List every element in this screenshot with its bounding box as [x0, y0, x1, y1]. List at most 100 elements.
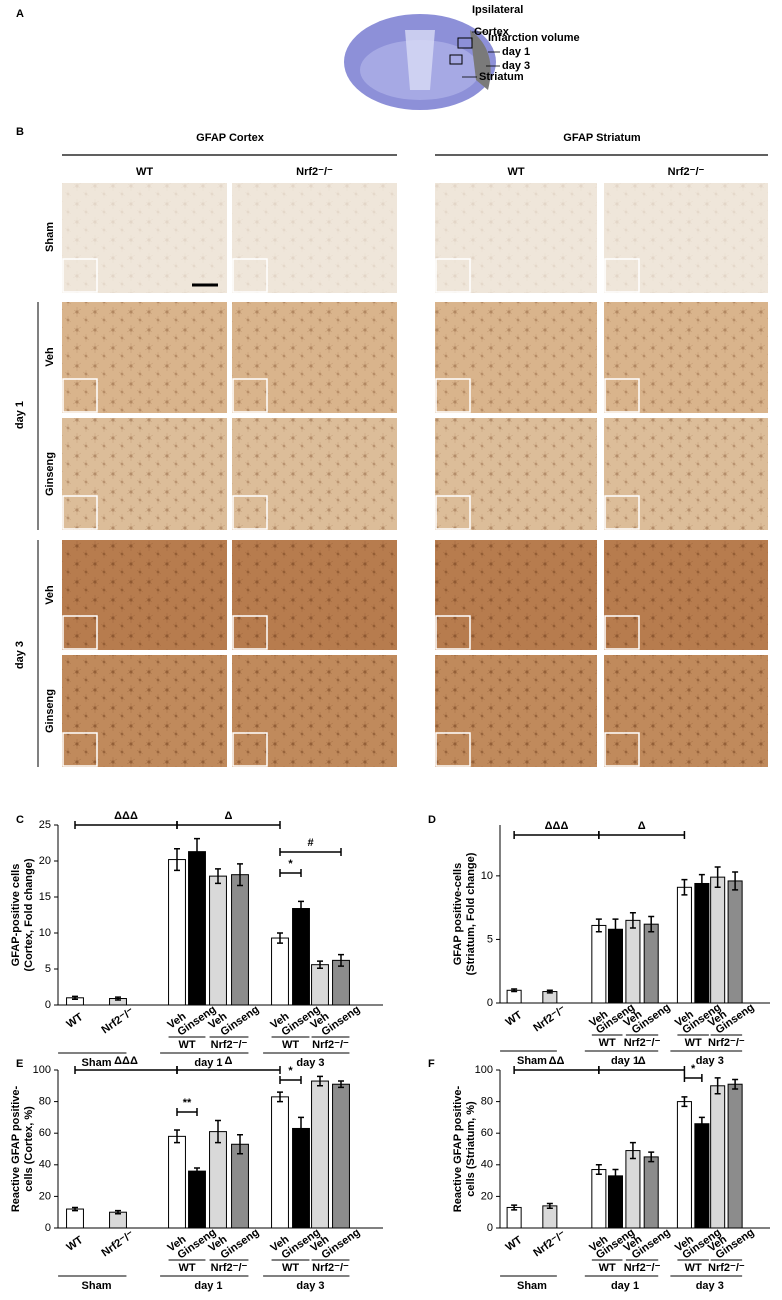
error-bar — [714, 1077, 721, 1095]
y-tick-label: 0 — [45, 1222, 51, 1234]
y-axis-label: (Striatum, Fold change) — [465, 852, 477, 975]
significance-label: Δ — [225, 810, 233, 822]
inset — [232, 615, 268, 650]
bar — [607, 928, 623, 1004]
y-tick-label: 60 — [39, 1127, 51, 1139]
error-bar — [298, 900, 304, 917]
group-label: Sham — [82, 1057, 112, 1069]
error-bar — [629, 1141, 636, 1160]
significance-label: ΔΔ — [549, 1055, 565, 1067]
error-bar — [681, 1096, 688, 1108]
y-tick-label: 0 — [45, 999, 51, 1011]
genotype-label: WT — [685, 1262, 702, 1274]
genotype-label: WT — [178, 1039, 195, 1051]
micrograph-texture — [232, 302, 397, 413]
group-label: day 1 — [194, 1057, 222, 1069]
y-tick-label: 0 — [487, 997, 493, 1009]
y-tick-label: 20 — [481, 1190, 493, 1202]
y-tick-label: 20 — [39, 1190, 51, 1202]
x-tick-label: WT — [504, 1234, 525, 1254]
error-bar — [714, 866, 721, 889]
region-header: GFAP Striatum — [563, 132, 641, 144]
micrograph-texture — [435, 183, 597, 293]
significance-label: * — [691, 1063, 696, 1075]
y-tick-label: 100 — [475, 1064, 493, 1076]
genotype-label: WT — [685, 1037, 702, 1049]
micrograph-texture — [435, 302, 597, 413]
y-tick-label: 80 — [39, 1096, 51, 1108]
y-tick-label: 40 — [481, 1159, 493, 1171]
genotype-header: WT — [136, 166, 153, 178]
micrograph-texture — [62, 302, 227, 413]
error-bar — [338, 953, 344, 967]
genotype-label: Nrf2⁻/⁻ — [708, 1262, 745, 1274]
micrograph-texture — [604, 183, 768, 293]
group-label: Sham — [517, 1055, 547, 1067]
micrograph-texture — [604, 655, 768, 767]
bar — [727, 1083, 743, 1229]
micrograph-texture — [604, 540, 768, 650]
error-bar — [72, 995, 78, 1000]
genotype-label: WT — [282, 1262, 299, 1274]
inset — [62, 495, 98, 530]
bar — [292, 1127, 310, 1229]
micrograph-texture — [62, 183, 227, 293]
inset — [232, 732, 268, 767]
genotype-header: Nrf2⁻/⁻ — [296, 166, 333, 178]
y-axis-label: Reactive GFAP positive- — [452, 1085, 464, 1212]
bar — [625, 1150, 641, 1229]
bar — [694, 882, 710, 1004]
bar — [625, 919, 641, 1004]
group-label: day 3 — [296, 1280, 324, 1292]
significance-label: * — [288, 1065, 293, 1077]
bar — [168, 1135, 186, 1229]
bar — [271, 937, 289, 1006]
bar — [694, 1123, 710, 1229]
error-bar — [194, 837, 200, 866]
x-tick-label: Nrf2⁻/⁻ — [531, 1003, 568, 1034]
inset — [604, 615, 640, 650]
error-bar — [732, 871, 739, 891]
significance-label: ** — [183, 1097, 192, 1109]
row-label: Veh — [44, 347, 56, 367]
y-tick-label: 5 — [487, 933, 493, 945]
inset — [435, 378, 471, 413]
significance-bracket — [683, 1074, 703, 1082]
bar — [109, 1211, 127, 1229]
x-tick-label: Nrf2⁻/⁻ — [99, 1228, 136, 1259]
error-bar — [115, 1209, 121, 1215]
inset — [604, 732, 640, 767]
error-bar — [612, 1168, 619, 1183]
bar — [542, 1205, 558, 1229]
significance-bracket — [598, 1066, 686, 1074]
bar — [676, 1101, 692, 1229]
error-bar — [698, 1116, 705, 1131]
panel-label: A — [16, 8, 24, 20]
x-tick-label: WT — [504, 1009, 525, 1029]
error-bar — [317, 1075, 323, 1087]
micrograph-texture — [604, 418, 768, 530]
bar — [168, 859, 186, 1006]
y-tick-label: 0 — [487, 1222, 493, 1234]
inset — [62, 732, 98, 767]
group-label: Sham — [517, 1280, 547, 1292]
region-header: GFAP Cortex — [196, 132, 265, 144]
panel-label: B — [16, 126, 24, 138]
y-tick-label: 60 — [481, 1127, 493, 1139]
genotype-label: Nrf2⁻/⁻ — [624, 1037, 661, 1049]
group-label: day 3 — [696, 1055, 724, 1067]
micrograph-texture — [232, 655, 397, 767]
bar — [332, 1083, 350, 1229]
day-label: day 3 — [14, 641, 26, 669]
error-bar — [648, 1151, 655, 1163]
error-bar — [629, 911, 636, 929]
significance-label: * — [288, 858, 293, 870]
x-tick-label: WT — [64, 1234, 85, 1254]
error-bar — [115, 996, 121, 1001]
y-tick-label: 10 — [481, 870, 493, 882]
row-label: Ginseng — [44, 689, 56, 733]
significance-bracket — [176, 1066, 281, 1074]
error-bar — [595, 1164, 602, 1176]
brain-label: Striatum — [479, 71, 524, 83]
